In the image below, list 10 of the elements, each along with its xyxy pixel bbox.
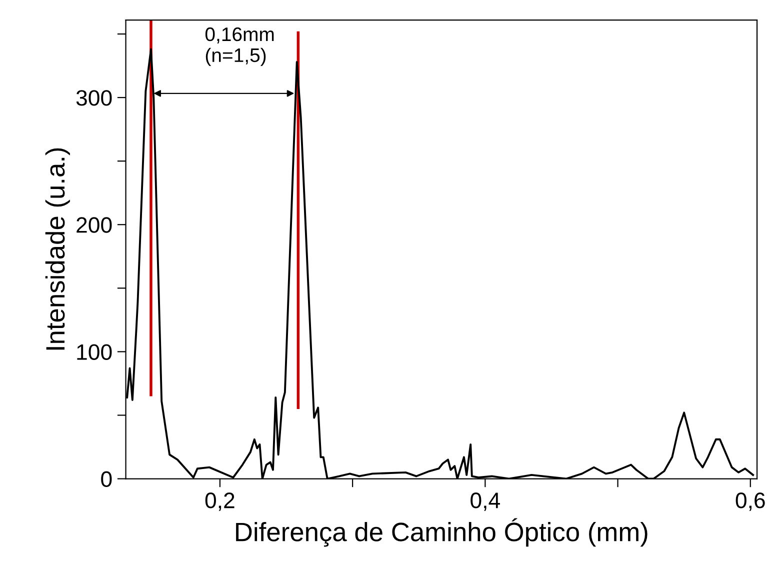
y-axis-title: Intensidade (u.a.): [45, 148, 70, 350]
x-tick-label: 0,2: [205, 492, 234, 511]
x-axis-title: Diferença de Caminho Óptico (mm): [236, 518, 648, 547]
y-tick-label: 0: [101, 471, 112, 488]
y-tick-label: 200: [76, 217, 112, 233]
y-tick-label: 100: [77, 344, 112, 360]
x-tick-label: 0,6: [736, 492, 765, 511]
x-tick-label: 0,4: [470, 492, 500, 511]
annotation: 0,16mm (n=1,5): [205, 27, 274, 66]
y-tick-label: 300: [76, 90, 112, 106]
